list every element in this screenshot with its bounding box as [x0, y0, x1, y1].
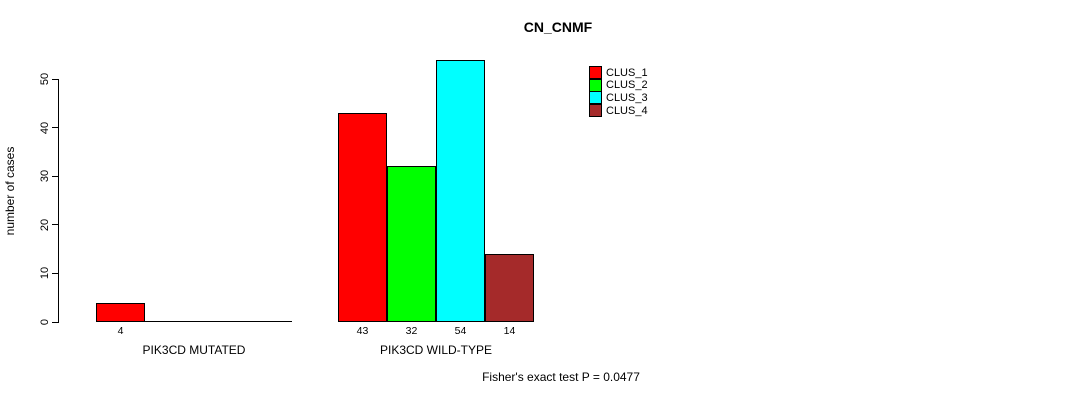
y-tick-mark: [52, 272, 59, 274]
y-tick-label: 0: [39, 318, 51, 326]
bar-clus_4-group1: [243, 321, 292, 322]
y-tick-mark: [52, 78, 59, 80]
y-tick-label: 30: [39, 170, 51, 183]
legend-swatch-icon: [589, 104, 602, 118]
bar-value-label: 43: [356, 325, 369, 337]
y-tick-mark: [52, 321, 59, 323]
y-tick-label: 40: [39, 121, 51, 134]
bar-value-label: 54: [454, 325, 467, 337]
bar-clus_2-group1: [145, 321, 194, 322]
bar-value-label: 4: [117, 325, 124, 337]
bar-clus_3-group2: [436, 60, 485, 322]
legend-label: CLUS_4: [606, 104, 648, 117]
y-tick-label: 20: [39, 218, 51, 231]
bar-clus_3-group1: [194, 321, 243, 322]
bar-clus_2-group2: [387, 166, 436, 322]
bar-clus_1-group1: [96, 303, 145, 322]
y-axis-line: [58, 79, 59, 323]
bar-clus_1-group2: [338, 113, 387, 322]
legend-label: CLUS_1: [606, 66, 648, 79]
y-tick-mark: [52, 224, 59, 226]
y-tick-label: 10: [39, 267, 51, 280]
y-axis-label: number of cases: [3, 146, 17, 236]
chart-title: CN_CNMF: [523, 19, 593, 35]
legend-label: CLUS_2: [606, 79, 648, 92]
bar-value-label: 32: [405, 325, 418, 337]
y-tick-mark: [52, 175, 59, 177]
fisher-test-annotation: Fisher's exact test P = 0.0477: [482, 370, 640, 384]
group-label-wildtype: PIK3CD WILD-TYPE: [379, 343, 493, 357]
legend-swatch-icon: [589, 78, 602, 92]
y-tick-mark: [52, 127, 59, 129]
bar-value-label: 14: [503, 325, 516, 337]
legend-swatch-icon: [589, 66, 602, 79]
group-label-mutated: PIK3CD MUTATED: [142, 343, 246, 357]
bar-clus_4-group2: [485, 254, 534, 322]
y-tick-label: 50: [39, 72, 51, 86]
legend-swatch-icon: [589, 91, 602, 105]
legend-label: CLUS_3: [606, 91, 648, 104]
